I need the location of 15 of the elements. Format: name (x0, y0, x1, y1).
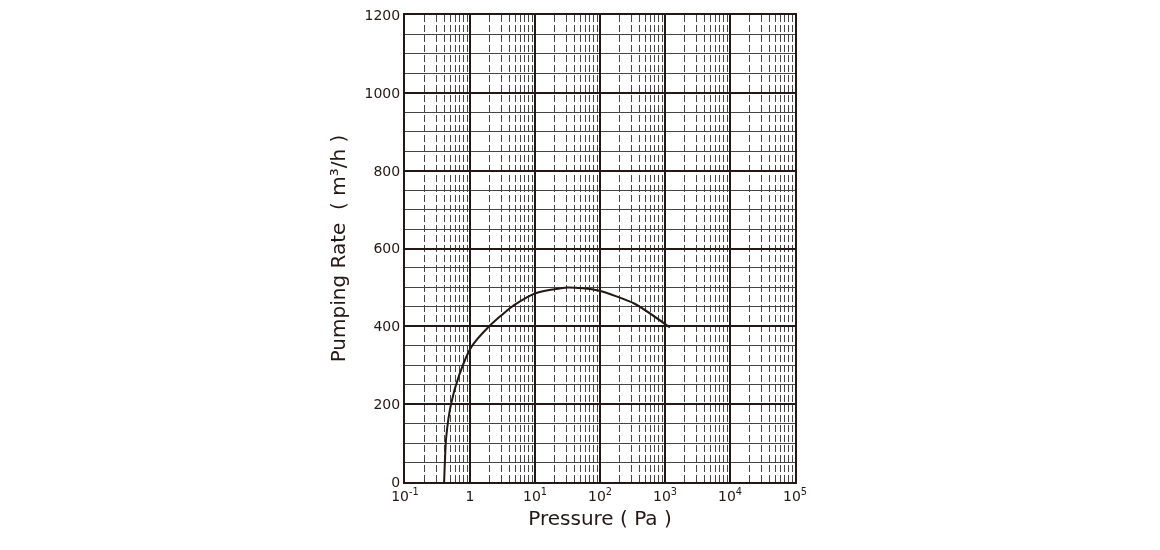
x-tick-label: 1 (465, 487, 475, 504)
y-tick-label: 0 (391, 473, 401, 490)
x-tick-label: 10$^{5}$ (782, 485, 808, 504)
y-axis-title: Pumping Rate ( m³/h ) (325, 134, 350, 363)
y-tick-label: 400 (373, 318, 401, 335)
y-tick-label: 600 (373, 240, 401, 257)
x-tick-label: 10$^{4}$ (717, 485, 743, 504)
y-tick-label: 200 (373, 396, 401, 413)
y-tick-label: 1200 (364, 6, 401, 23)
y-tick-label: 1000 (364, 84, 401, 101)
x-axis-title: Pressure ( Pa ) (528, 505, 672, 530)
x-tick-label: 10$^{2}$ (587, 485, 613, 504)
x-tick-label: 10$^{1}$ (522, 485, 548, 504)
x-tick-label: 10$^{3}$ (652, 485, 678, 504)
y-tick-label: 800 (373, 162, 401, 179)
